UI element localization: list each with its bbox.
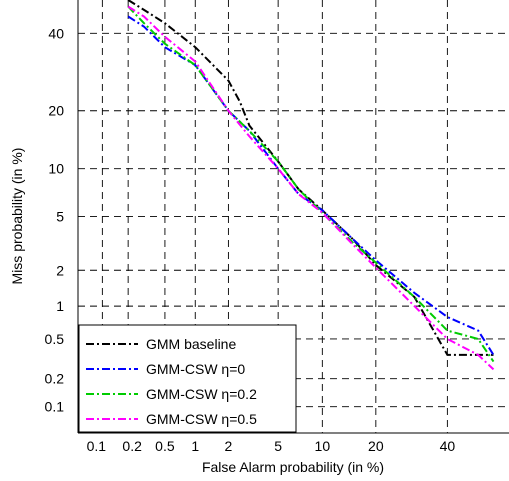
x-tick-label: 2	[225, 438, 233, 454]
x-tick-label: 5	[274, 438, 282, 454]
series-line-1	[127, 15, 495, 356]
y-tick-label: 20	[48, 103, 64, 119]
x-tick-label: 0.1	[87, 438, 107, 454]
y-tick-label: 10	[48, 161, 64, 177]
y-tick-label: 0.2	[45, 371, 65, 387]
series-line-2	[127, 5, 495, 363]
legend: GMM baseline GMM-CSW η=0 GMM-CSW η=0.2 GMM-…	[78, 324, 297, 433]
legend-label: GMM-CSW η=0	[146, 361, 245, 377]
y-tick-label: 0.5	[45, 331, 65, 347]
series-line-0	[127, 0, 494, 356]
y-tick-label: 5	[56, 208, 64, 224]
x-tick-label: 0.2	[122, 438, 142, 454]
y-axis-title: Miss probability (in %)	[9, 148, 25, 285]
x-tick-label: 1	[191, 438, 199, 454]
y-tick-label: 40	[48, 25, 64, 41]
x-tick-label: 40	[440, 438, 456, 454]
legend-label: GMM-CSW η=0.2	[146, 386, 257, 402]
x-tick-label: 20	[368, 438, 384, 454]
grid-lines	[78, 0, 509, 433]
x-tick-label: 0.5	[155, 438, 175, 454]
y-tick-label: 0.1	[45, 399, 65, 415]
series-line-3	[127, 5, 495, 371]
legend-box	[78, 324, 297, 433]
legend-label: GMM-CSW η=0.5	[146, 411, 257, 427]
x-tick-label: 10	[315, 438, 331, 454]
legend-label: GMM baseline	[146, 336, 236, 352]
y-tick-labels: 0.1 0.2 0.5 1 2 5 10 20 40	[45, 25, 65, 414]
x-tick-labels: 0.1 0.2 0.5 1 2 5 10 20 40	[87, 438, 456, 454]
series-layer	[127, 0, 495, 371]
x-axis-title: False Alarm probability (in %)	[202, 459, 384, 475]
y-tick-label: 2	[56, 262, 64, 278]
axes-frame	[77, 0, 509, 434]
y-tick-label: 1	[56, 298, 64, 314]
